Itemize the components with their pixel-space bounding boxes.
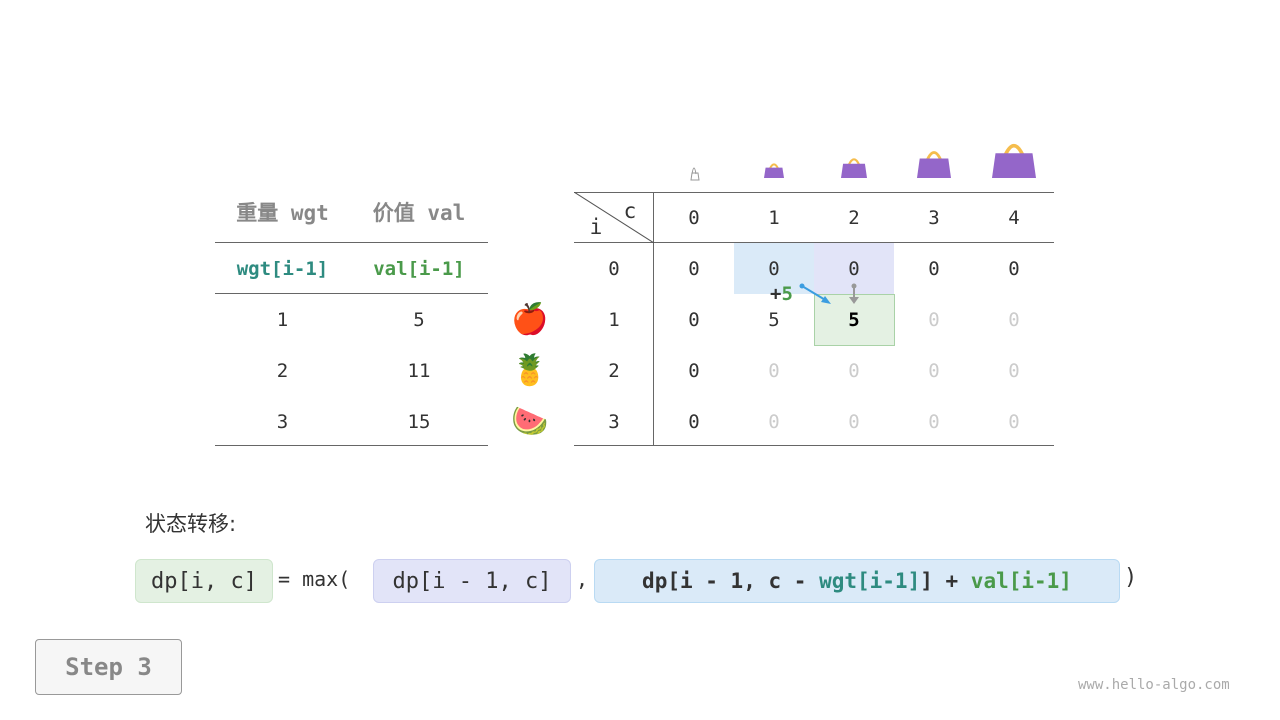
row-header: 0 [608, 257, 620, 280]
bag-icon [992, 140, 1036, 182]
item-val: 15 [407, 410, 431, 433]
col-header: 2 [848, 206, 860, 229]
t2a: dp[i - 1, c - [642, 569, 820, 593]
dp-cell: 0 [928, 359, 940, 382]
t2c: ] + [920, 569, 971, 593]
formula-term2: dp[i - 1, c - wgt[i-1]] + val[i-1] [594, 559, 1120, 603]
dp-cell: 0 [928, 257, 940, 280]
col-header: 3 [928, 206, 940, 229]
watermelon-icon: 🍉 [511, 404, 549, 439]
formula-close: ) [1124, 565, 1138, 590]
empty-bag-icon [688, 166, 702, 186]
plus-value: 5 [781, 283, 793, 305]
formula-label: 状态转移: [145, 512, 237, 536]
dp-cell: 0 [848, 410, 860, 433]
pineapple-icon: 🍍 [511, 353, 549, 388]
dp-cell: 0 [768, 257, 780, 280]
col-header: 1 [768, 206, 780, 229]
row-header: 3 [608, 410, 620, 433]
corner-diagonal [574, 192, 654, 243]
dp-cell: 0 [848, 359, 860, 382]
dp-cell: 0 [928, 308, 940, 331]
t2d: val[i-1] [970, 569, 1072, 593]
corner-c: c [623, 199, 637, 223]
dp-cell: 0 [768, 359, 780, 382]
dp-cell: 0 [1008, 359, 1020, 382]
item-wgt: 1 [276, 308, 289, 331]
step-button[interactable]: Step 3 [35, 639, 182, 695]
dp-cell: 0 [1008, 257, 1020, 280]
dp-cell: 0 [688, 308, 700, 331]
apple-icon: 🍎 [511, 302, 549, 337]
item-val: 11 [407, 359, 431, 382]
item-val: 5 [413, 308, 425, 331]
dp-cell: 0 [848, 257, 860, 280]
subheader-val: val[i-1] [373, 258, 465, 280]
formula-lhs: dp[i, c] [135, 559, 273, 603]
item-wgt: 3 [276, 410, 289, 433]
bag-icon [841, 156, 867, 182]
row-header: 2 [608, 359, 620, 382]
dp-cell: 5 [848, 308, 860, 331]
plus-annotation: +5 [770, 283, 793, 305]
t2b: wgt[i-1] [819, 569, 921, 593]
formula-comma: , [576, 567, 589, 591]
subheader-wgt: wgt[i-1] [236, 258, 329, 280]
formula-eq: = max( [278, 567, 351, 591]
transition-arrows [799, 283, 859, 304]
dp-cell: 0 [928, 410, 940, 433]
dp-cell: 0 [768, 410, 780, 433]
dp-cell: 5 [768, 308, 780, 331]
corner-i: i [589, 215, 603, 239]
watermark: www.hello-algo.com [1078, 677, 1230, 693]
col-header: 0 [688, 206, 700, 229]
plus-sign: + [770, 283, 782, 305]
header-wgt: 重量 wgt [236, 201, 329, 225]
header-val: 价值 val [372, 201, 466, 225]
dp-cell: 0 [1008, 308, 1020, 331]
row-header: 1 [608, 308, 620, 331]
dp-cell: 0 [688, 359, 700, 382]
formula-term1: dp[i - 1, c] [373, 559, 571, 603]
col-header: 4 [1008, 206, 1020, 229]
dp-cell: 0 [1008, 410, 1020, 433]
bag-icon [917, 148, 951, 182]
bag-icon [764, 162, 784, 182]
item-wgt: 2 [276, 359, 289, 382]
dp-cell: 0 [688, 257, 700, 280]
dp-cell: 0 [688, 410, 700, 433]
